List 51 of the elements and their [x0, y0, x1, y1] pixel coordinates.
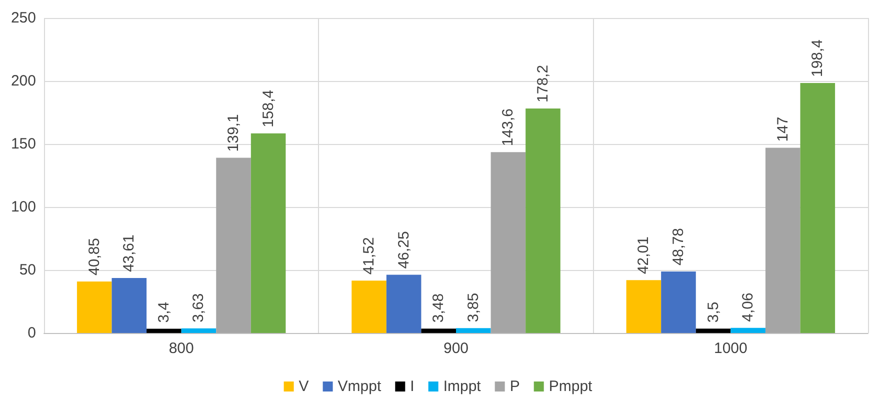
bar — [765, 148, 800, 333]
data-label: 4,06 — [740, 292, 757, 322]
data-label: 3,4 — [155, 302, 172, 323]
bar — [800, 83, 836, 333]
y-tick-label: 50 — [19, 262, 36, 278]
x-tick-label: 1000 — [714, 340, 748, 357]
bar — [112, 278, 147, 333]
data-label: 3,5 — [704, 302, 722, 323]
data-label: 139,1 — [225, 114, 242, 152]
legend-label: P — [510, 378, 520, 395]
bar — [421, 328, 456, 333]
data-label: 3,85 — [464, 292, 482, 322]
y-tick-label: 200 — [10, 72, 36, 90]
bar — [626, 280, 662, 333]
x-tick-label: 800 — [168, 340, 194, 357]
data-label: 158,4 — [260, 90, 277, 128]
y-tick-label: 100 — [10, 198, 36, 216]
y-tick-label: 250 — [10, 10, 36, 26]
data-label: 46,25 — [395, 231, 412, 269]
data-label: 198,4 — [809, 39, 826, 78]
legend-label: V — [298, 378, 309, 395]
y-tick-label: 0 — [28, 324, 36, 342]
data-label: 43,61 — [120, 234, 138, 272]
bar — [76, 282, 112, 333]
bar — [661, 272, 696, 333]
bar — [352, 280, 386, 333]
data-label: 178,2 — [534, 64, 552, 102]
data-label: 3,63 — [190, 293, 208, 322]
data-label: 48,78 — [670, 228, 687, 266]
legend-label: I — [410, 378, 414, 395]
data-label: 3,48 — [430, 293, 448, 323]
bar — [146, 328, 182, 333]
data-label: 147 — [774, 116, 792, 142]
bar — [490, 152, 526, 333]
data-label: 41,52 — [360, 237, 378, 275]
data-label: 143,6 — [500, 108, 517, 146]
legend-label: Vmppt — [338, 378, 382, 395]
bar — [386, 274, 422, 333]
y-tick-label: 150 — [10, 136, 36, 152]
bar — [250, 133, 286, 333]
bar — [456, 328, 491, 333]
data-label: 42,01 — [635, 236, 652, 274]
legend-label: Pmppt — [548, 378, 594, 395]
bar — [216, 158, 251, 333]
x-tick-label: 900 — [443, 340, 469, 357]
data-label: 40,85 — [86, 238, 103, 276]
bar — [526, 108, 560, 333]
bar — [181, 328, 216, 333]
bar — [696, 328, 731, 333]
legend-label: Imppt — [443, 378, 482, 395]
bar — [730, 328, 766, 333]
